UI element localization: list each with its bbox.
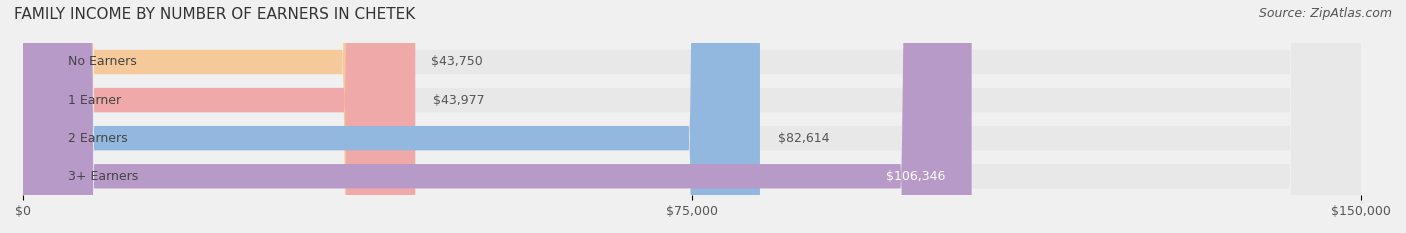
FancyBboxPatch shape [22, 0, 972, 233]
FancyBboxPatch shape [22, 0, 1361, 233]
FancyBboxPatch shape [22, 0, 1361, 233]
FancyBboxPatch shape [22, 0, 413, 233]
Text: $43,750: $43,750 [432, 55, 482, 69]
FancyBboxPatch shape [22, 0, 1361, 233]
Text: Source: ZipAtlas.com: Source: ZipAtlas.com [1258, 7, 1392, 20]
FancyBboxPatch shape [22, 0, 1361, 233]
Text: 3+ Earners: 3+ Earners [67, 170, 138, 183]
Text: $43,977: $43,977 [433, 94, 485, 106]
Text: No Earners: No Earners [67, 55, 136, 69]
Text: 2 Earners: 2 Earners [67, 132, 127, 145]
FancyBboxPatch shape [22, 0, 415, 233]
Text: 1 Earner: 1 Earner [67, 94, 121, 106]
Text: FAMILY INCOME BY NUMBER OF EARNERS IN CHETEK: FAMILY INCOME BY NUMBER OF EARNERS IN CH… [14, 7, 415, 22]
FancyBboxPatch shape [22, 0, 761, 233]
Text: $106,346: $106,346 [886, 170, 945, 183]
Text: $82,614: $82,614 [778, 132, 830, 145]
